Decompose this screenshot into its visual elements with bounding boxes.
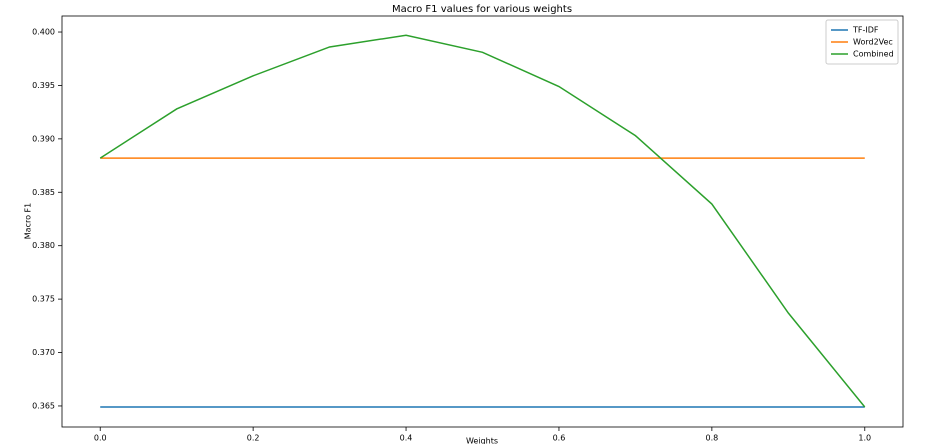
y-tick-label: 0.375 xyxy=(32,295,55,304)
y-tick-label: 0.390 xyxy=(32,134,55,143)
chart-title: Macro F1 values for various weights xyxy=(392,4,572,15)
legend-label: Word2Vec xyxy=(853,38,893,47)
y-tick-label: 0.385 xyxy=(32,188,55,197)
y-tick-label: 0.400 xyxy=(32,28,55,37)
x-tick-label: 0.4 xyxy=(400,434,413,443)
x-axis-label: Weights xyxy=(466,437,498,444)
line-series xyxy=(99,34,866,408)
y-tick-label: 0.365 xyxy=(32,401,55,410)
x-tick-label: 0.6 xyxy=(553,434,566,443)
y-tick-label: 0.370 xyxy=(32,348,55,357)
legend-label: Combined xyxy=(853,50,894,59)
y-tick-label: 0.395 xyxy=(32,81,55,90)
legend-label: TF-IDF xyxy=(852,26,879,35)
x-tick-label: 1.0 xyxy=(858,434,871,443)
plot-frame xyxy=(61,15,904,428)
x-tick-label: 0.8 xyxy=(705,434,718,443)
x-tick-label: 0.0 xyxy=(94,434,107,443)
y-tick-label: 0.380 xyxy=(32,241,55,250)
legend-box xyxy=(825,19,899,65)
x-tick-label: 0.2 xyxy=(247,434,260,443)
y-axis-label: Macro F1 xyxy=(24,203,33,239)
